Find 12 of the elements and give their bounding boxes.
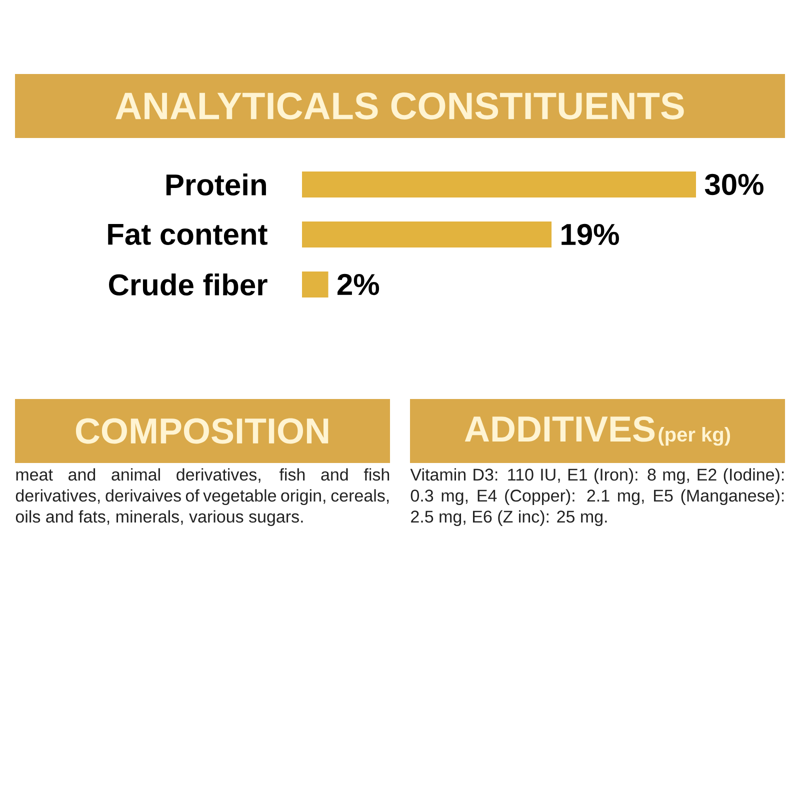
text: (per kg) (658, 426, 730, 446)
text: meat and animal derivatives, fish and fish derivatives, derivaives of vegetable origin, cereals, oils and fats, minerals, various sugars. (16, 468, 390, 526)
data-label: 19% (562, 224, 619, 246)
y-tick-label: Crude fiber (109, 273, 268, 296)
y-tick-label: Fat content (108, 224, 268, 245)
data-label: 2% (338, 274, 380, 296)
text: ADDITIVES (464, 416, 655, 442)
text: Vitamin D3: 110 IU, E1 (Iron): 8 mg, E2 (Iodine): 0.3 mg, E4 (Copper): 2.1 mg, E5 (Manganese): 2.5 mg, E6 (Z inc): 25 mg. (410, 468, 784, 526)
data-label: 30% (704, 174, 764, 196)
text: COMPOSITION (76, 418, 328, 444)
y-tick-label: Protein (166, 173, 266, 196)
chart-title: ANALYTICALS CONSTITUENTS (116, 92, 684, 120)
